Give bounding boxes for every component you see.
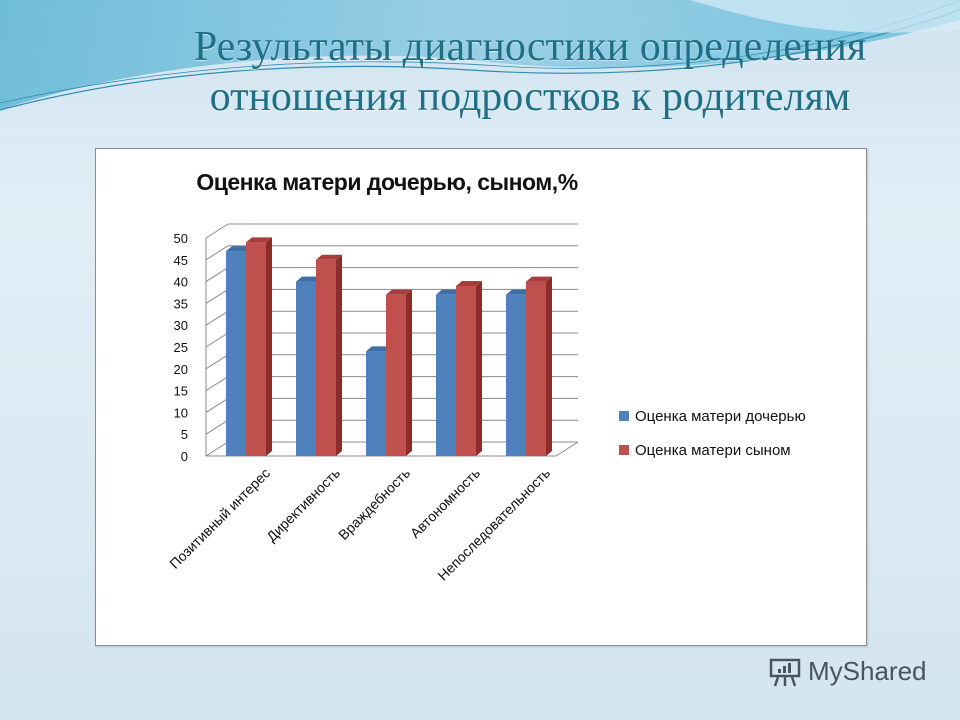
svg-text:15: 15 [174,384,188,399]
category-label: Враждебность [335,465,413,543]
bar-son-3 [456,280,482,456]
svg-text:20: 20 [174,362,188,377]
bar-son-4 [526,276,552,456]
watermark-text: MyShared [808,656,927,686]
slide-title-line-2: отношения подростков к родителям [209,74,851,120]
svg-text:25: 25 [174,340,188,355]
category-label: Автономность [407,465,483,541]
bar-son-2 [386,289,412,456]
svg-text:10: 10 [174,405,188,420]
chart-title: Оценка матери дочерью, сыном,% [196,169,578,195]
bar-chart-plot: 0 5 10 15 20 25 30 35 40 45 50 Позитивный интересДи… [166,223,579,584]
bar-son-0 [246,237,272,456]
svg-text:0: 0 [181,449,188,464]
svg-text:5: 5 [181,427,188,442]
chart-legend: Оценка матери дочерью Оценка матери сыно… [619,399,806,467]
bar-son-1 [316,254,342,456]
category-label: Директивность [263,465,343,545]
category-label: Непоследовательность [434,465,553,584]
legend-swatch-red [619,445,629,455]
slide-title-line-1: Результаты диагностики определения [193,24,867,70]
legend-item-son: Оценка матери сыном [619,433,806,467]
chart-frame: Оценка матери дочерью, сыном,% 0 5 10 15 20 2… [95,148,867,646]
legend-swatch-blue [619,411,629,421]
category-label: Позитивный интерес [166,465,273,572]
slide-title: Результаты диагностики определения отнош… [100,22,960,122]
svg-text:35: 35 [174,296,188,311]
svg-text:50: 50 [174,231,188,246]
svg-text:45: 45 [174,253,188,268]
presentation-board-icon [769,658,801,686]
myshared-watermark: MyShared [768,656,927,687]
svg-text:40: 40 [174,275,188,290]
decorative-wave-background [0,0,960,111]
legend-item-daughter: Оценка матери дочерью [619,399,806,433]
svg-text:30: 30 [174,318,188,333]
